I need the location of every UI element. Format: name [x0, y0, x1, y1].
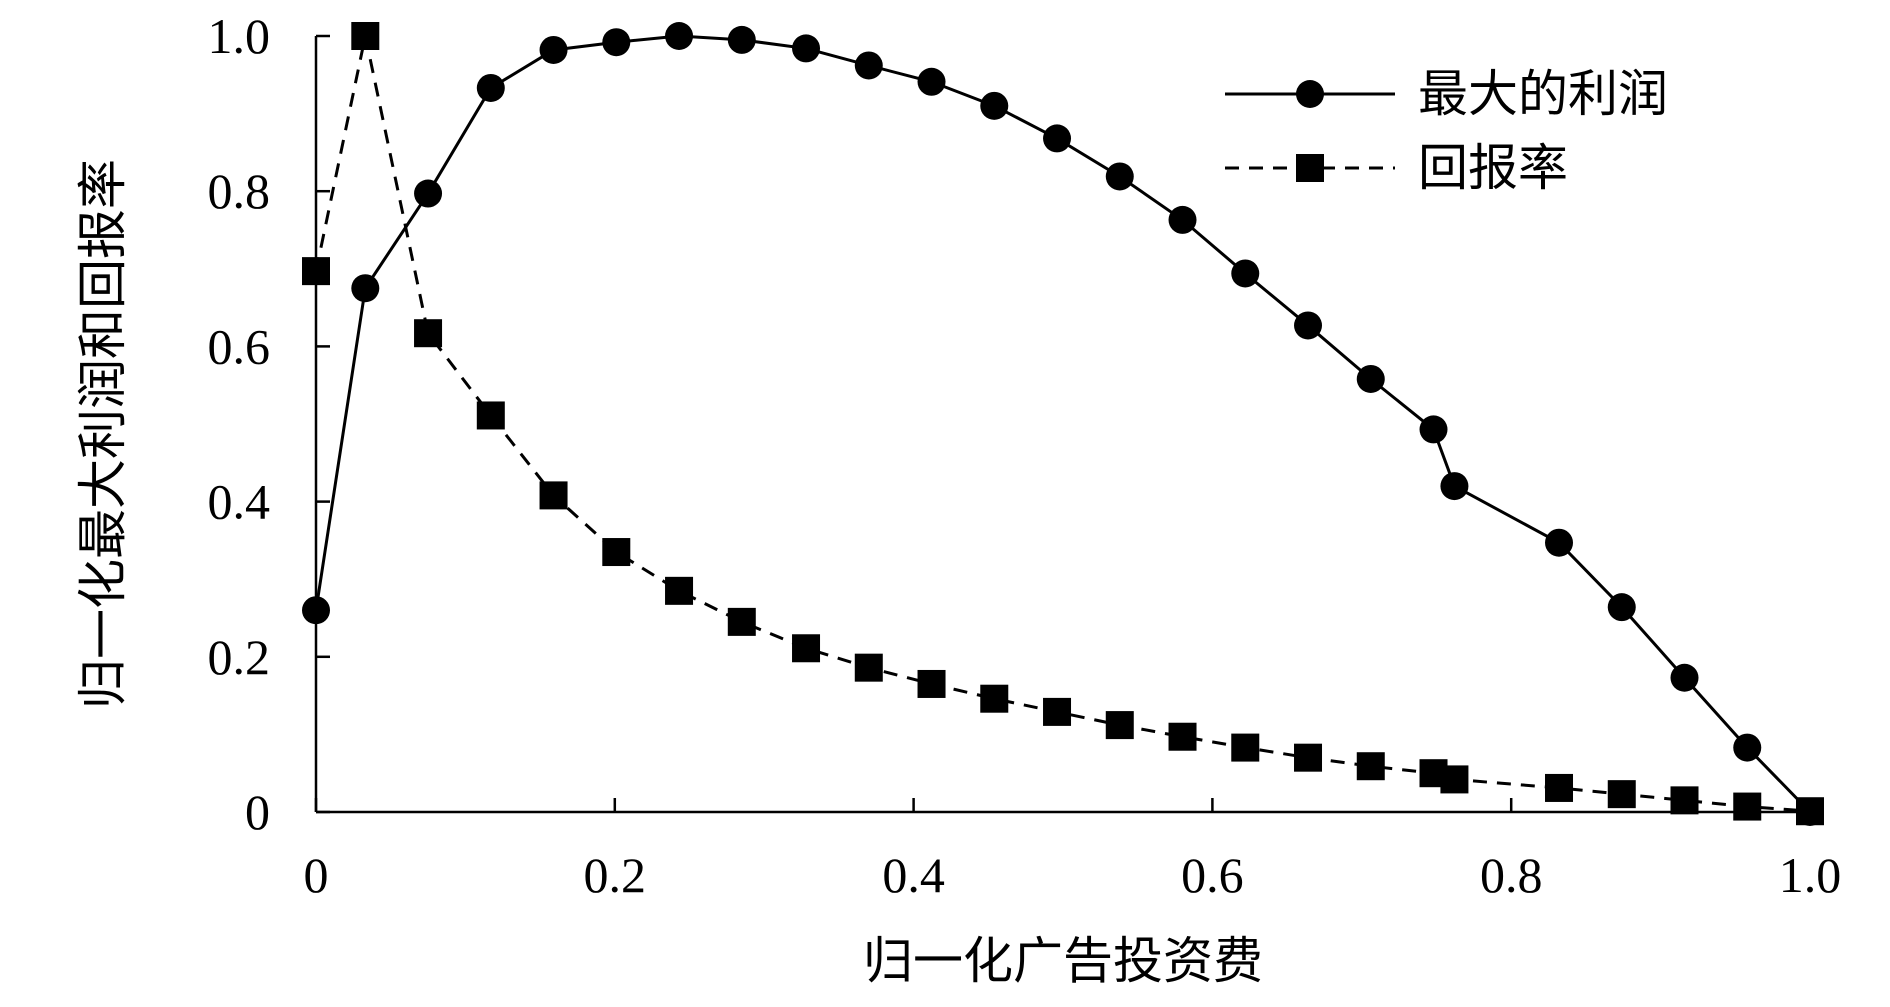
max-profit-point — [792, 34, 821, 63]
max-profit-point — [1440, 472, 1469, 501]
max-profit-point — [1419, 415, 1448, 444]
return-rate-point — [476, 401, 505, 430]
legend-label-max-profit: 最大的利润 — [1418, 65, 1668, 123]
max-profit-point — [1105, 162, 1134, 191]
legend-marker-max-profit — [1296, 80, 1324, 108]
x-axis-title: 归一化广告投资费 — [863, 932, 1263, 990]
max-profit-point — [1231, 259, 1260, 288]
x-tick-label: 0.4 — [882, 847, 945, 903]
series-max-profit — [302, 22, 1824, 826]
x-tick-label: 0.6 — [1181, 847, 1244, 903]
max-profit-point — [917, 67, 946, 96]
x-tick-label: 1.0 — [1779, 847, 1842, 903]
y-axis-title: 归一化最大利润和回报率 — [74, 159, 132, 709]
max-profit-point — [602, 28, 631, 57]
return-rate-point — [602, 538, 631, 567]
max-profit-point — [980, 91, 1009, 120]
return-rate-point — [792, 634, 821, 663]
y-tick-label: 0.6 — [208, 318, 271, 374]
max-profit-point — [1733, 733, 1762, 762]
series-return-rate — [302, 22, 1824, 826]
return-rate-point — [1105, 711, 1134, 740]
return-rate-point — [917, 669, 946, 698]
max-profit-point — [665, 22, 694, 50]
return-rate-point — [1294, 743, 1323, 772]
y-tick-label: 0.8 — [208, 163, 271, 219]
max-profit-point — [351, 274, 380, 303]
return-rate-point — [1733, 792, 1762, 821]
return-rate-point — [854, 653, 883, 682]
return-rate-point — [980, 684, 1009, 713]
x-tick-label: 0.2 — [584, 847, 647, 903]
max-profit-point — [476, 73, 505, 102]
axes: 0 0.2 0.4 0.6 0.8 1.0 0 0.2 0.4 0.6 0.8 1.0 — [208, 8, 1842, 903]
max-profit-point — [854, 51, 883, 80]
max-profit-point — [1607, 593, 1636, 622]
return-rate-point — [1545, 773, 1574, 802]
return-rate-line — [314, 35, 1811, 813]
return-rate-point — [1231, 733, 1260, 762]
y-tick-label: 1.0 — [208, 8, 271, 64]
return-rate-point — [1440, 765, 1469, 794]
max-profit-line — [314, 34, 1812, 814]
y-tick-label: 0.4 — [208, 474, 271, 530]
max-profit-point — [302, 596, 330, 625]
return-rate-point — [1043, 697, 1072, 726]
max-profit-point — [1168, 205, 1197, 234]
max-profit-point — [414, 179, 443, 208]
return-rate-point — [665, 576, 694, 605]
return-rate-point — [414, 319, 443, 348]
max-profit-point — [1043, 124, 1072, 153]
return-rate-point — [302, 257, 330, 286]
return-rate-point — [351, 22, 380, 50]
legend-marker-return-rate — [1296, 154, 1324, 182]
return-rate-point — [1670, 786, 1699, 815]
series-layer — [302, 22, 1824, 826]
return-rate-point — [1356, 752, 1385, 781]
return-rate-point — [539, 481, 568, 510]
max-profit-point — [727, 25, 756, 54]
legend-label-return-rate: 回报率 — [1418, 139, 1568, 197]
y-tick-label: 0.2 — [208, 629, 271, 685]
max-profit-point — [1545, 528, 1574, 557]
return-rate-point — [727, 607, 756, 636]
return-rate-point — [1607, 780, 1636, 809]
max-profit-point — [1670, 663, 1699, 692]
max-profit-point — [1356, 364, 1385, 393]
x-tick-label: 0 — [304, 847, 329, 903]
y-tick-label: 0 — [245, 784, 270, 840]
max-profit-point — [1294, 311, 1323, 340]
return-rate-point — [1168, 722, 1197, 751]
max-profit-point — [539, 35, 568, 64]
x-tick-label: 0.8 — [1480, 847, 1543, 903]
return-rate-point — [1796, 797, 1824, 826]
